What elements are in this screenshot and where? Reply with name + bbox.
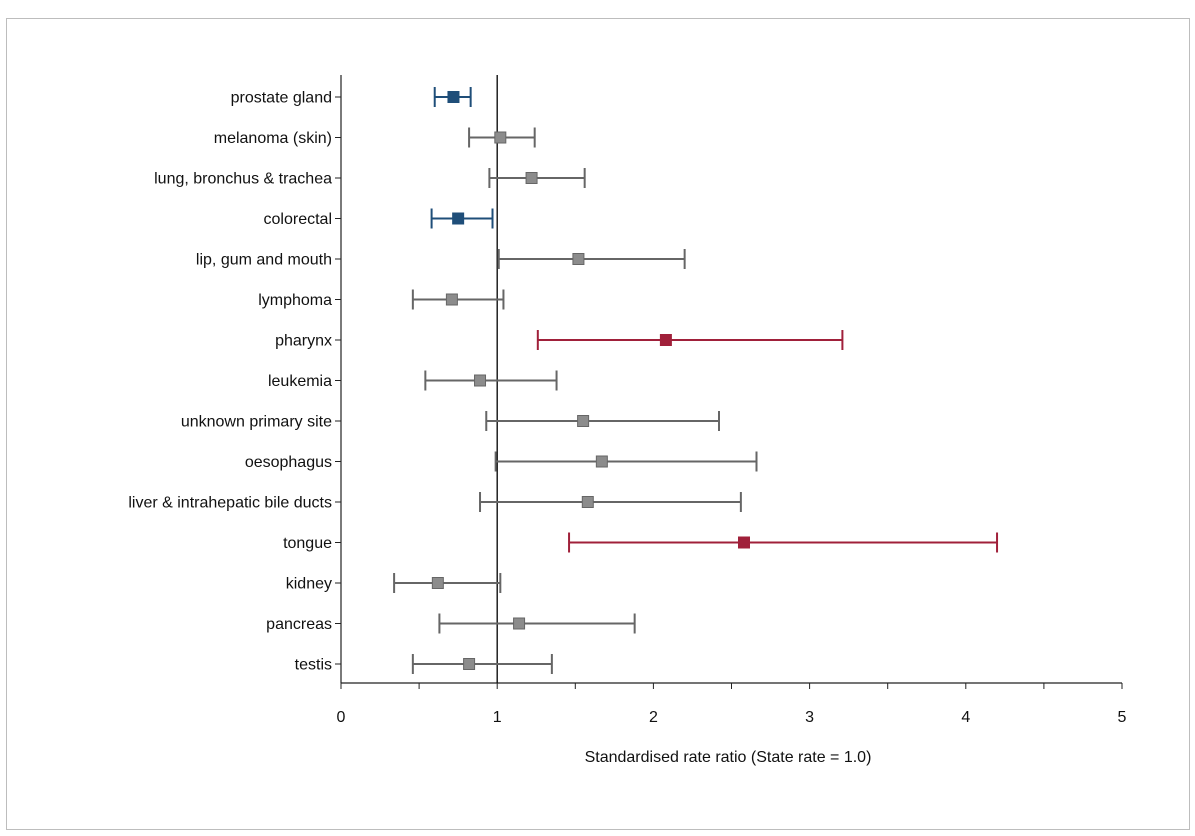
x-tick-label: 4 <box>961 709 970 726</box>
estimate-marker <box>572 253 585 265</box>
category-label: lymphoma <box>258 292 332 309</box>
forest-row: prostate gland <box>231 87 472 107</box>
forest-row: leukemia <box>268 370 558 391</box>
estimate-marker <box>581 496 594 508</box>
forest-row: melanoma (skin) <box>214 127 536 148</box>
estimate-marker <box>431 577 444 589</box>
forest-row: testis <box>295 654 553 674</box>
category-label: pharynx <box>275 333 332 350</box>
estimate-marker <box>452 212 465 225</box>
x-tick-label: 3 <box>805 709 814 726</box>
forest-row: tongue <box>283 532 999 553</box>
category-label: prostate gland <box>231 90 332 107</box>
x-tick-label: 2 <box>649 709 658 726</box>
forest-row: pharynx <box>275 330 844 350</box>
x-tick-label: 5 <box>1118 709 1127 726</box>
estimate-marker <box>447 91 460 103</box>
axes: 0 1 2 3 4 5 <box>337 75 1127 726</box>
category-label: liver & intrahepatic bile ducts <box>128 495 332 512</box>
category-label: lip, gum and mouth <box>196 252 332 269</box>
estimate-marker <box>513 617 526 630</box>
x-tick-label: 0 <box>337 709 346 726</box>
estimate-marker <box>494 131 507 144</box>
estimate-marker <box>525 172 538 184</box>
category-label: melanoma (skin) <box>214 130 332 147</box>
forest-row: oesophagus <box>245 451 758 472</box>
estimate-marker <box>463 658 476 670</box>
forest-row: lymphoma <box>258 289 505 310</box>
forest-row: kidney <box>286 573 502 593</box>
forest-row: lip, gum and mouth <box>196 249 686 269</box>
plot-rows: prostate gland melanoma (skin) lung, bronc… <box>128 87 999 674</box>
category-label: pancreas <box>266 616 332 633</box>
category-label: oesophagus <box>245 454 332 471</box>
estimate-marker <box>474 374 487 387</box>
estimate-marker <box>445 293 458 306</box>
estimate-marker <box>737 536 750 549</box>
category-label: tongue <box>283 535 332 552</box>
forest-row: pancreas <box>266 613 636 634</box>
estimate-marker <box>595 455 608 468</box>
forest-row: liver & intrahepatic bile ducts <box>128 492 742 512</box>
forest-row: colorectal <box>264 208 494 229</box>
estimate-marker <box>577 415 590 427</box>
estimate-marker <box>659 334 672 346</box>
forest-row: unknown primary site <box>181 411 721 431</box>
category-label: unknown primary site <box>181 414 332 431</box>
x-tick-label: 1 <box>493 709 502 726</box>
category-label: colorectal <box>264 211 332 228</box>
x-axis-title: Standardised rate ratio (State rate = 1.… <box>585 749 872 766</box>
forest-row: lung, bronchus & trachea <box>154 168 586 188</box>
category-label: lung, bronchus & trachea <box>154 171 332 188</box>
category-label: leukemia <box>268 373 332 390</box>
category-label: kidney <box>286 576 332 593</box>
category-label: testis <box>295 657 332 674</box>
chart-frame <box>6 18 1190 830</box>
